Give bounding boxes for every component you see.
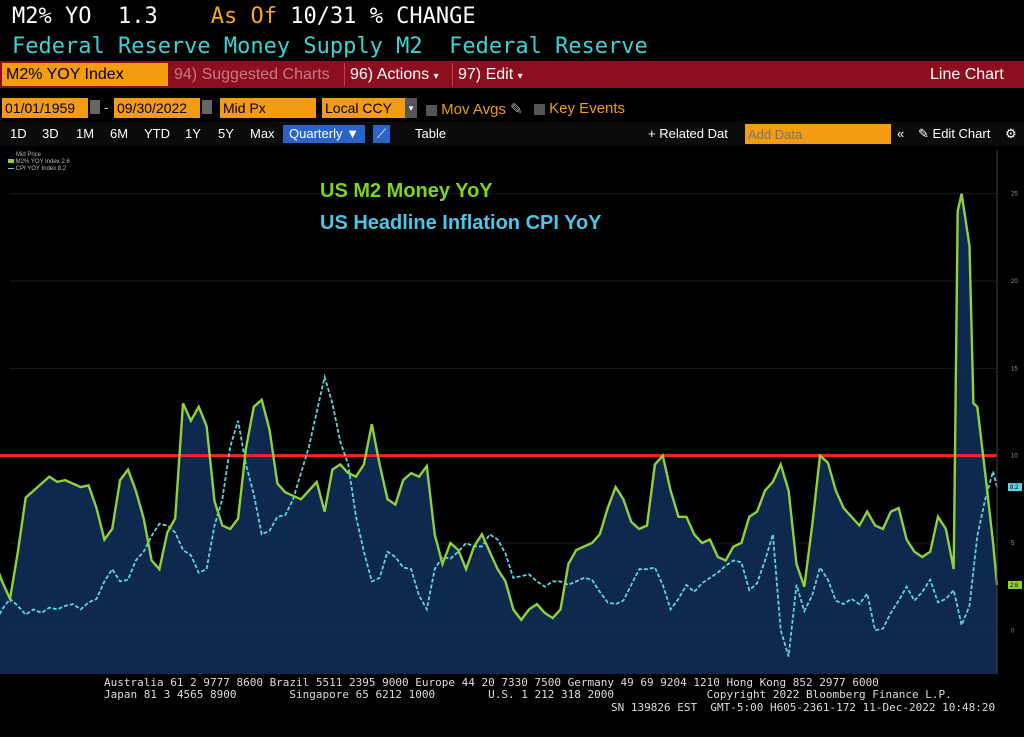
cpi-line bbox=[0, 373, 998, 657]
y-tick-label-5: 5 bbox=[1011, 541, 1015, 547]
y-tick-label-20: 20 bbox=[1011, 279, 1018, 285]
chart-type-label: Line Chart bbox=[930, 66, 1004, 83]
checkbox-icon bbox=[534, 103, 545, 115]
toolbar-divider bbox=[344, 63, 345, 86]
last-value-badge-m2 bbox=[1008, 580, 1022, 589]
last-value-badge-cpi bbox=[1008, 483, 1022, 492]
actions-label: 96) Actions bbox=[350, 66, 430, 83]
related-data-button[interactable]: + Related Dat bbox=[648, 126, 728, 141]
gear-icon[interactable]: ⚙ bbox=[1005, 126, 1017, 141]
legend-entry-m2: M2% YOY Index 2.6 bbox=[8, 159, 70, 165]
toolbar bbox=[0, 61, 1024, 88]
date-separator: - bbox=[104, 99, 109, 115]
toolbar-divider bbox=[452, 63, 453, 86]
calendar-icon[interactable] bbox=[202, 100, 212, 114]
end-date-input[interactable]: 09/30/2022 bbox=[114, 98, 200, 118]
line-chart-icon[interactable]: ⟋ bbox=[373, 125, 391, 143]
collapse-icon[interactable]: « bbox=[897, 126, 905, 141]
annotation-m2: US M2 Money YoY bbox=[320, 180, 493, 202]
last-value-label-cpi: 8.2 bbox=[1010, 485, 1019, 491]
key-events-label: Key Events bbox=[549, 100, 626, 117]
security-field[interactable]: M2% YOY Index bbox=[2, 63, 168, 86]
period-1y[interactable]: 1Y bbox=[185, 126, 201, 141]
header-value: 1.3 bbox=[117, 4, 158, 29]
m2-line bbox=[0, 193, 999, 622]
footer-line-2: Japan 81 3 4565 8900 Singapore 65 6212 1… bbox=[104, 688, 952, 701]
table-button[interactable]: Table bbox=[415, 126, 447, 141]
edit-chart-label: Edit Chart bbox=[932, 126, 991, 141]
footer-line-1: Australia 61 2 9777 8600 Brazil 5511 239… bbox=[104, 676, 879, 689]
checkbox-icon bbox=[426, 104, 437, 116]
key-events-toggle[interactable]: Key Events bbox=[534, 100, 625, 117]
as-of-label: As Of bbox=[210, 4, 277, 29]
annotation-cpi: US Headline Inflation CPI YoY bbox=[320, 212, 602, 234]
last-value-label-m2: 2.6 bbox=[1010, 583, 1019, 589]
edit-label: 97) Edit bbox=[458, 66, 514, 83]
y-tick-label-0: 0 bbox=[1011, 628, 1015, 634]
suggested-charts-button[interactable]: 94) Suggested Charts bbox=[174, 66, 330, 83]
pencil-icon: ✎ bbox=[918, 126, 929, 141]
as-of-value: 10/31 bbox=[290, 4, 357, 29]
legend-label-m2: M2% YOY Index 2.6 bbox=[15, 159, 70, 165]
y-tick-label-25: 25 bbox=[1011, 192, 1018, 198]
period-1m[interactable]: 1M bbox=[76, 126, 95, 141]
pencil-icon: ✎ bbox=[510, 101, 523, 118]
ticker-prefix: M2% YO bbox=[12, 4, 92, 29]
m2-area-fill bbox=[0, 193, 997, 674]
period-1d[interactable]: 1D bbox=[10, 126, 27, 141]
subtitle-left: Federal Reserve Money Supply M2 bbox=[12, 34, 423, 59]
chevron-down-icon: ▼ bbox=[346, 126, 359, 141]
y-tick-label-10: 10 bbox=[1011, 454, 1018, 460]
field-select[interactable]: Mid Px bbox=[220, 98, 316, 118]
frequency-label: Quarterly bbox=[289, 126, 343, 141]
chevron-down-icon: ▾ bbox=[433, 71, 439, 82]
period-6m[interactable]: 6M bbox=[110, 126, 129, 141]
chevron-down-icon[interactable]: ▾ bbox=[405, 98, 417, 118]
legend-swatch-cpi bbox=[8, 167, 14, 169]
period-max[interactable]: Max bbox=[250, 126, 275, 141]
chevron-down-icon: ▾ bbox=[517, 71, 523, 82]
legend-entry-cpi: CPI YOY Index 8.2 bbox=[8, 166, 66, 172]
frequency-select[interactable]: Quarterly ▼ bbox=[283, 125, 365, 143]
calendar-icon[interactable] bbox=[90, 100, 100, 114]
legend-title: Mid Price bbox=[16, 152, 42, 158]
header-subtitle: Federal Reserve Money Supply M2 Federal … bbox=[12, 34, 648, 59]
currency-select[interactable]: Local CCY bbox=[322, 98, 406, 118]
legend-label-cpi: CPI YOY Index 8.2 bbox=[15, 166, 67, 172]
actions-menu[interactable]: 96) Actions ▾ bbox=[350, 63, 439, 86]
change-label: % CHANGE bbox=[369, 4, 476, 29]
subtitle-right: Federal Reserve bbox=[449, 34, 648, 59]
mov-avgs-toggle[interactable]: Mov Avgs ✎ bbox=[426, 100, 523, 118]
add-data-input[interactable] bbox=[745, 124, 891, 144]
edit-chart-button[interactable]: ✎ Edit Chart bbox=[918, 125, 990, 143]
footer-line-3: SN 139826 EST GMT-5:00 H605-2361-172 11-… bbox=[611, 701, 996, 714]
edit-menu[interactable]: 97) Edit ▾ bbox=[458, 63, 523, 86]
period-5y[interactable]: 5Y bbox=[218, 126, 234, 141]
mov-avgs-label: Mov Avgs bbox=[441, 101, 506, 118]
period-ytd[interactable]: YTD bbox=[144, 126, 170, 141]
y-tick-label-15: 15 bbox=[1011, 366, 1018, 372]
header-title: M2% YO 1.3 As Of 10/31 % CHANGE bbox=[12, 4, 476, 29]
legend-swatch-m2 bbox=[8, 159, 14, 163]
start-date-input[interactable]: 01/01/1959 bbox=[2, 98, 88, 118]
period-3d[interactable]: 3D bbox=[42, 126, 59, 141]
